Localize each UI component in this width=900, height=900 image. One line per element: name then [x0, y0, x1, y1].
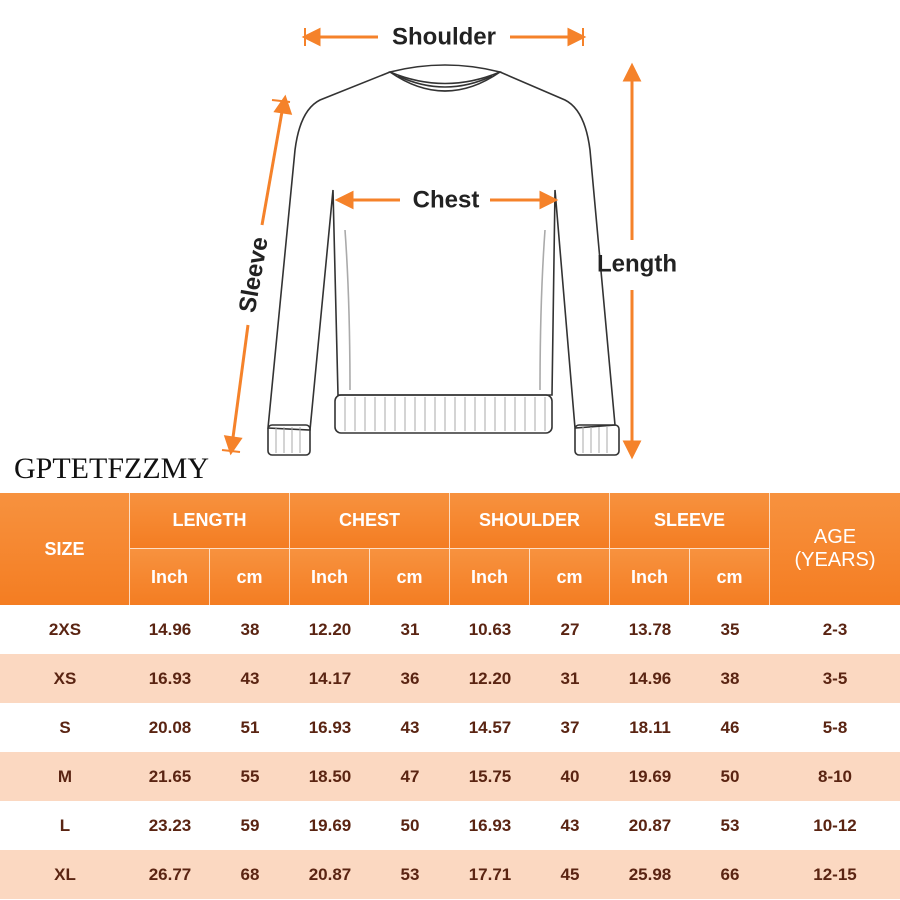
table-cell: 13.78: [610, 605, 690, 654]
table-cell: 2-3: [770, 605, 900, 654]
table-cell: 38: [210, 605, 290, 654]
size-header: SIZE: [0, 493, 130, 605]
table-cell: 20.87: [610, 801, 690, 850]
table-cell: 14.57: [450, 703, 530, 752]
table-cell: 16.93: [450, 801, 530, 850]
unit-header: cm: [530, 549, 610, 605]
table-cell: 43: [370, 703, 450, 752]
table-cell: 17.71: [450, 850, 530, 899]
table-cell: 8-10: [770, 752, 900, 801]
table-cell: 12-15: [770, 850, 900, 899]
group-header: SHOULDER: [450, 493, 610, 549]
table-cell: 20.87: [290, 850, 370, 899]
table-cell: 31: [530, 654, 610, 703]
table-cell: 19.69: [610, 752, 690, 801]
unit-header: cm: [370, 549, 450, 605]
unit-header: Inch: [130, 549, 210, 605]
table-cell: 38: [690, 654, 770, 703]
table-cell: 15.75: [450, 752, 530, 801]
group-header: CHEST: [290, 493, 450, 549]
table-cell: 25.98: [610, 850, 690, 899]
sweater: [267, 64, 620, 456]
table-cell: S: [0, 703, 130, 752]
table-cell: 47: [370, 752, 450, 801]
chest-label: Chest: [413, 186, 480, 213]
table-cell: 14.17: [290, 654, 370, 703]
brand: GPTETFZZMY: [14, 452, 209, 485]
age-header: AGE (YEARS): [770, 493, 900, 605]
table-cell: 19.69: [290, 801, 370, 850]
unit-header: cm: [210, 549, 290, 605]
table-cell: 20.08: [130, 703, 210, 752]
table-cell: 53: [370, 850, 450, 899]
table-cell: 16.93: [290, 703, 370, 752]
arrows: [221, 27, 642, 460]
table-cell: 31: [370, 605, 450, 654]
table-cell: 46: [690, 703, 770, 752]
table-cell: 18.11: [610, 703, 690, 752]
table-cell: 5-8: [770, 703, 900, 752]
table-cell: 50: [370, 801, 450, 850]
table-cell: 26.77: [130, 850, 210, 899]
unit-header: Inch: [610, 549, 690, 605]
table-cell: 10-12: [770, 801, 900, 850]
ribbing: [275, 397, 608, 453]
table-cell: 66: [690, 850, 770, 899]
table-cell: 45: [530, 850, 610, 899]
table-cell: 12.20: [290, 605, 370, 654]
table-cell: 12.20: [450, 654, 530, 703]
table-cell: XL: [0, 850, 130, 899]
table-cell: 18.50: [290, 752, 370, 801]
age-header-line: AGE: [813, 526, 857, 548]
unit-header: Inch: [450, 549, 530, 605]
unit-header: cm: [690, 549, 770, 605]
table-cell: 43: [530, 801, 610, 850]
table-cell: 53: [690, 801, 770, 850]
table-cell: 55: [210, 752, 290, 801]
table-cell: 10.63: [450, 605, 530, 654]
table-cell: 35: [690, 605, 770, 654]
table-cell: 27: [530, 605, 610, 654]
table-cell: 51: [210, 703, 290, 752]
sleeve-label: Sleeve: [234, 235, 274, 315]
diagram: Shoulder Chest Length Sleeve: [221, 23, 677, 460]
table-cell: 59: [210, 801, 290, 850]
group-header: LENGTH: [130, 493, 290, 549]
unit-header: Inch: [290, 549, 370, 605]
table-cell: 23.23: [130, 801, 210, 850]
table-cell: 3-5: [770, 654, 900, 703]
table-cell: M: [0, 752, 130, 801]
table-cell: 2XS: [0, 605, 130, 654]
table-cell: 43: [210, 654, 290, 703]
group-header: SLEEVE: [610, 493, 770, 549]
length-label: Length: [597, 250, 677, 277]
table-cell: 14.96: [610, 654, 690, 703]
table-cell: 68: [210, 850, 290, 899]
age-header-line: (YEARS): [794, 549, 876, 571]
size-table: SIZE LENGTH Inch cm CHEST Inch cm SHOULDER Inch c…: [0, 493, 900, 900]
table-cell: 40: [530, 752, 610, 801]
table-cell: 36: [370, 654, 450, 703]
table-cell: L: [0, 801, 130, 850]
shoulder-label: Shoulder: [392, 23, 496, 50]
table-cell: 37: [530, 703, 610, 752]
table-cell: XS: [0, 654, 130, 703]
table-cell: 50: [690, 752, 770, 801]
table-cell: 16.93: [130, 654, 210, 703]
table-cell: 21.65: [130, 752, 210, 801]
table-cell: 14.96: [130, 605, 210, 654]
